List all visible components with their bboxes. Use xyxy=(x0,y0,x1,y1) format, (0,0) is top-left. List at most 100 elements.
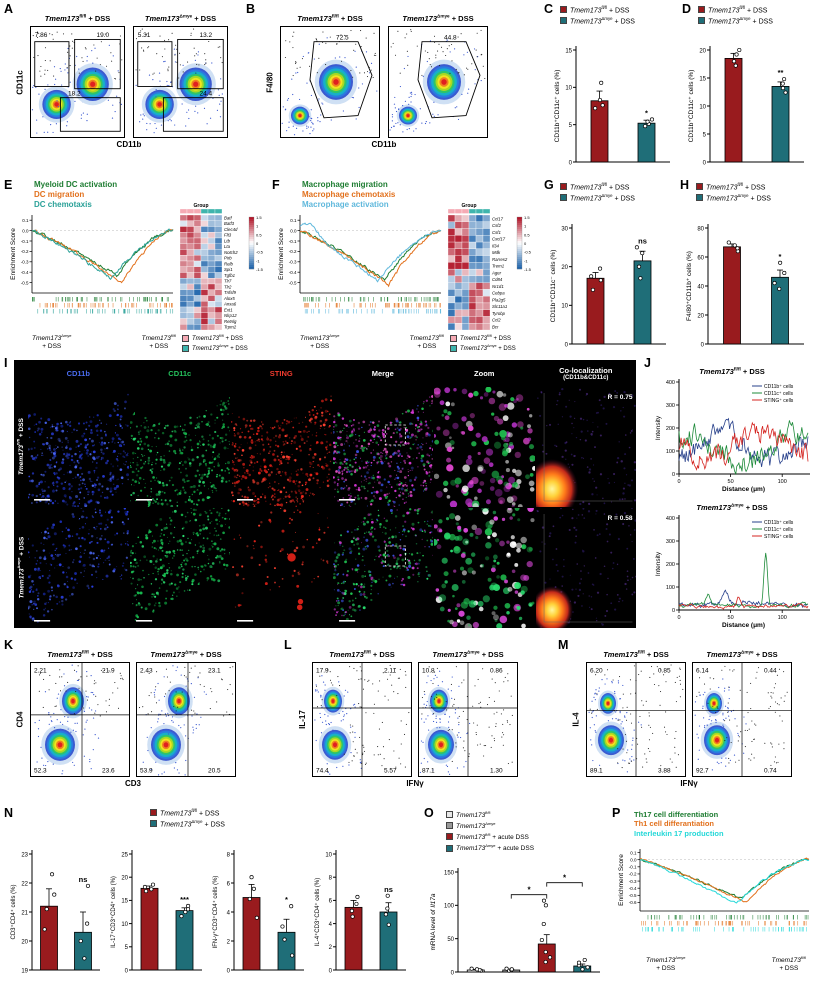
svg-text:Relb: Relb xyxy=(224,261,233,266)
svg-text:-0.5: -0.5 xyxy=(289,280,297,285)
svg-text:Batf3: Batf3 xyxy=(224,221,235,226)
panel-l-xlabel: IFNγ xyxy=(406,779,424,788)
svg-text:CD11b⁺ cells: CD11b⁺ cells xyxy=(764,384,794,390)
svg-text:Intensity: Intensity xyxy=(655,415,662,440)
svg-text:-0.5: -0.5 xyxy=(21,280,29,285)
svg-text:Clec4d: Clec4d xyxy=(224,227,238,232)
panel-i-row-label-dmye: Tmem173Δmye + DSS xyxy=(14,508,27,628)
svg-text:-0.3: -0.3 xyxy=(289,260,297,265)
svg-text:STING⁺ cells: STING⁺ cells xyxy=(764,534,794,540)
panel-i-image-flfl-cd11c xyxy=(129,387,230,507)
svg-text:0: 0 xyxy=(703,160,707,166)
svg-text:Ager: Ager xyxy=(491,270,502,275)
panel-f-xlabel-left: Tmem173Δmye + DSS xyxy=(300,333,340,350)
svg-text:0: 0 xyxy=(672,608,675,614)
svg-text:0: 0 xyxy=(524,241,527,246)
svg-text:Flt3: Flt3 xyxy=(224,233,232,238)
panel-i-col-merge: Merge xyxy=(332,360,433,386)
svg-text:50: 50 xyxy=(728,479,734,485)
svg-text:24.4: 24.4 xyxy=(200,90,213,97)
svg-text:Cd84: Cd84 xyxy=(492,277,503,282)
svg-text:100: 100 xyxy=(666,449,675,455)
svg-text:5: 5 xyxy=(569,123,573,129)
panel-m-flow-plot-1: 6.20 0.85 89.1 3.88 xyxy=(586,662,686,777)
svg-text:CD11b⁺CD11c⁺ cells (%): CD11b⁺CD11c⁺ cells (%) xyxy=(688,70,695,143)
svg-text:Mdk: Mdk xyxy=(492,250,501,255)
svg-text:-0.4: -0.4 xyxy=(21,270,29,275)
svg-text:400: 400 xyxy=(666,516,675,522)
panel-k-title-1: Tmem173fl/fl + DSS xyxy=(47,649,113,659)
svg-text:Anxa6: Anxa6 xyxy=(223,302,237,307)
svg-text:Spi1: Spi1 xyxy=(224,267,233,272)
svg-text:200: 200 xyxy=(666,562,675,568)
svg-text:Ccl2: Ccl2 xyxy=(492,318,501,323)
panel-k-title-2: Tmem173Δmye + DSS xyxy=(150,649,222,659)
svg-text:0.0: 0.0 xyxy=(22,228,29,233)
panel-b-ylabel: F4/80 xyxy=(265,71,275,93)
panel-n-bar-chart-cd3cd4: 19 20 21 22 23 ns CD3⁺CD4⁺ cells (%) xyxy=(8,838,106,980)
panel-i-immunofluorescence-grid: CD11b CD11c STING Merge Zoom Co-localiza… xyxy=(14,360,636,628)
svg-text:Trpm2: Trpm2 xyxy=(224,325,237,330)
svg-text:15: 15 xyxy=(565,48,572,54)
panel-l-ylabel: IL-17 xyxy=(297,710,307,729)
panel-k-flow-plot-1: 2.21 21.9 52.3 23.6 xyxy=(30,662,130,777)
panel-a-title-2: Tmem173Δmye + DSS xyxy=(144,13,217,23)
panel-n-bar-chart-il17: 0 5 10 15 20 25 *** IL-17⁺CD3⁺CD4⁺ cells (%) xyxy=(108,838,208,980)
svg-text:Lta: Lta xyxy=(224,244,231,249)
svg-text:0: 0 xyxy=(672,472,675,478)
panel-k-flow-plot-2: 2.43 23.1 53.9 20.5 xyxy=(136,662,236,777)
svg-text:Trem1: Trem1 xyxy=(492,264,505,269)
panel-f-gsea-plot: 0.1 0.0 -0.1 -0.2 -0.3 -0.4 -0.5 Enrichment Sco… xyxy=(276,212,444,334)
svg-text:Nr1d1: Nr1d1 xyxy=(492,284,504,289)
svg-text:Ltb: Ltb xyxy=(224,238,231,243)
svg-text:13.2: 13.2 xyxy=(200,32,213,39)
svg-text:0: 0 xyxy=(701,342,705,348)
svg-text:0: 0 xyxy=(256,241,259,246)
panel-p-geneset-titles: Th17 cell differentiation Th1 cell differ… xyxy=(634,810,724,838)
panel-b-title-1: Tmem173fl/fl + DSS xyxy=(297,13,363,23)
svg-text:0: 0 xyxy=(565,342,569,348)
svg-text:**: ** xyxy=(778,68,784,77)
svg-text:10: 10 xyxy=(565,86,572,92)
panel-a-flow-plot-2: 5.31 13.2 24.4 xyxy=(133,26,228,138)
panel-e-xlabels: Tmem173Δmye + DSS Tmem173fl/fl + DSS xyxy=(32,333,176,350)
svg-text:ns: ns xyxy=(638,236,647,245)
panel-i-image-dmye-cd11c xyxy=(129,508,230,628)
panel-d-legend: Tmem173fl/fl + DSS Tmem173Δmye + DSS xyxy=(698,5,773,26)
svg-text:Tnfsf9: Tnfsf9 xyxy=(224,290,237,295)
panel-e-xlabel-left: Tmem173Δmye + DSS xyxy=(32,333,72,350)
panel-b-letter: B xyxy=(246,2,256,16)
panel-m-letter: M xyxy=(558,638,569,652)
svg-text:-1: -1 xyxy=(256,258,260,263)
svg-text:-0.5: -0.5 xyxy=(256,250,264,255)
svg-text:10: 10 xyxy=(699,104,706,110)
svg-text:0: 0 xyxy=(677,615,680,621)
svg-text:Slc11a1: Slc11a1 xyxy=(492,304,508,309)
panel-m-title-1: Tmem173fl/fl + DSS xyxy=(603,649,669,659)
svg-text:Bcr: Bcr xyxy=(492,325,499,330)
panel-a-xlabel: CD11b xyxy=(116,140,142,149)
panel-d-bar-chart: 0 5 10 15 20 ** CD11b⁺CD11c⁺ cells (%) xyxy=(686,34,810,172)
svg-text:*: * xyxy=(779,252,782,261)
svg-text:Tlr7: Tlr7 xyxy=(224,279,232,284)
panel-o-bar-chart: 0 50 100 150 * * mRNA level of Il17a xyxy=(428,856,606,982)
svg-text:Csf1: Csf1 xyxy=(492,230,501,235)
svg-text:1.5: 1.5 xyxy=(524,215,530,220)
panel-a-title-1: Tmem173fl/fl + DSS xyxy=(44,13,111,23)
panel-a-flow-plot-1: 7.86 19.0 18.2 xyxy=(30,26,125,138)
svg-text:-0.4: -0.4 xyxy=(289,270,297,275)
svg-text:72.5: 72.5 xyxy=(336,34,349,41)
panel-e-gsea-plot: 0.1 0.0 -0.1 -0.2 -0.3 -0.4 -0.5 Enrichment Sco… xyxy=(8,212,176,334)
panel-i-image-dmye-zoom xyxy=(434,508,535,628)
svg-text:Pla2g5: Pla2g5 xyxy=(492,297,506,302)
panel-a-letter: A xyxy=(4,2,14,16)
svg-text:CD11c⁺ cells: CD11c⁺ cells xyxy=(764,527,793,533)
panel-b-title-2: Tmem173Δmye + DSS xyxy=(402,13,474,23)
svg-text:Tgfb1: Tgfb1 xyxy=(224,273,236,278)
svg-text:Rarres2: Rarres2 xyxy=(492,257,508,262)
svg-text:CD11b⁺ cells: CD11b⁺ cells xyxy=(764,520,794,526)
panel-p-xlabel-right: Tmem173fl/fl + DSS xyxy=(771,955,806,972)
svg-text:-1.5: -1.5 xyxy=(524,267,532,272)
svg-text:5: 5 xyxy=(703,132,707,138)
